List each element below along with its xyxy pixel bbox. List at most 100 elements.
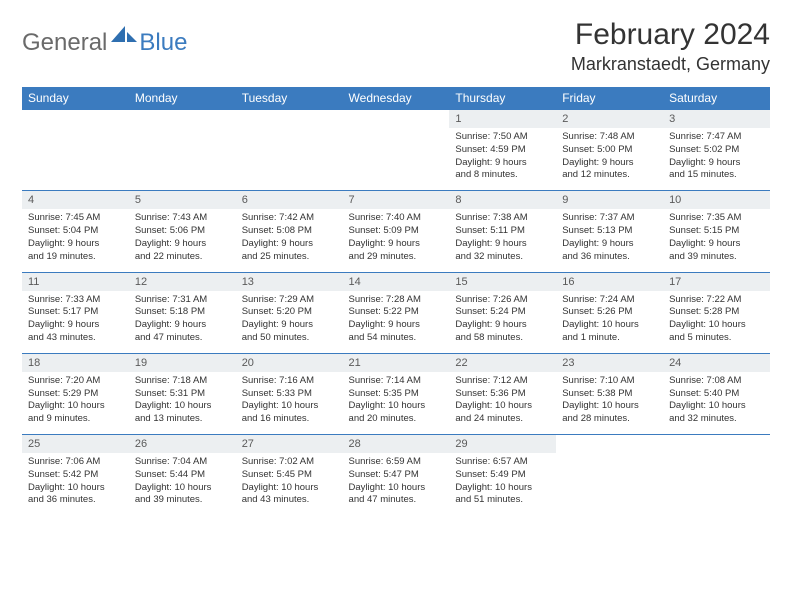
day-info-line: Daylight: 10 hours [562, 319, 657, 332]
day-info-line: Sunset: 5:28 PM [669, 306, 764, 319]
day-body: Sunrise: 7:26 AMSunset: 5:24 PMDaylight:… [449, 291, 556, 353]
day-cell [129, 110, 236, 191]
day-info-line: Sunrise: 7:35 AM [669, 212, 764, 225]
day-info-line: Daylight: 9 hours [135, 238, 230, 251]
day-info-line: Sunset: 5:29 PM [28, 388, 123, 401]
day-cell: 10Sunrise: 7:35 AMSunset: 5:15 PMDayligh… [663, 191, 770, 272]
day-info-line: Sunrise: 7:02 AM [242, 456, 337, 469]
day-info-line: Daylight: 9 hours [455, 319, 550, 332]
day-info-line: Sunrise: 7:43 AM [135, 212, 230, 225]
day-info-line: Sunrise: 7:50 AM [455, 131, 550, 144]
calendar-table: Sunday Monday Tuesday Wednesday Thursday… [22, 87, 770, 515]
day-info-line: Sunset: 5:06 PM [135, 225, 230, 238]
day-body: Sunrise: 7:38 AMSunset: 5:11 PMDaylight:… [449, 209, 556, 271]
day-number: 9 [556, 191, 663, 209]
day-info-line: Sunrise: 7:31 AM [135, 294, 230, 307]
location-label: Markranstaedt, Germany [571, 54, 770, 75]
day-info-line: and 15 minutes. [669, 169, 764, 182]
day-info-line: Daylight: 9 hours [349, 319, 444, 332]
day-info-line: Sunset: 5:40 PM [669, 388, 764, 401]
day-cell: 15Sunrise: 7:26 AMSunset: 5:24 PMDayligh… [449, 272, 556, 353]
day-cell [663, 435, 770, 516]
day-number: 20 [236, 354, 343, 372]
day-info-line: Sunrise: 7:22 AM [669, 294, 764, 307]
day-number: 11 [22, 273, 129, 291]
day-body: Sunrise: 7:24 AMSunset: 5:26 PMDaylight:… [556, 291, 663, 353]
day-body [343, 116, 450, 176]
day-body: Sunrise: 7:14 AMSunset: 5:35 PMDaylight:… [343, 372, 450, 434]
day-body: Sunrise: 7:43 AMSunset: 5:06 PMDaylight:… [129, 209, 236, 271]
day-info-line: Sunset: 5:00 PM [562, 144, 657, 157]
day-cell: 13Sunrise: 7:29 AMSunset: 5:20 PMDayligh… [236, 272, 343, 353]
day-cell: 17Sunrise: 7:22 AMSunset: 5:28 PMDayligh… [663, 272, 770, 353]
day-cell: 8Sunrise: 7:38 AMSunset: 5:11 PMDaylight… [449, 191, 556, 272]
day-cell: 14Sunrise: 7:28 AMSunset: 5:22 PMDayligh… [343, 272, 450, 353]
day-info-line: and 25 minutes. [242, 251, 337, 264]
week-row: 4Sunrise: 7:45 AMSunset: 5:04 PMDaylight… [22, 191, 770, 272]
calendar-body: 1Sunrise: 7:50 AMSunset: 4:59 PMDaylight… [22, 110, 770, 516]
day-number: 27 [236, 435, 343, 453]
month-title: February 2024 [571, 18, 770, 52]
day-info-line: and 50 minutes. [242, 332, 337, 345]
day-cell: 22Sunrise: 7:12 AMSunset: 5:36 PMDayligh… [449, 353, 556, 434]
day-info-line: and 58 minutes. [455, 332, 550, 345]
day-info-line: and 36 minutes. [562, 251, 657, 264]
day-info-line: Sunset: 5:33 PM [242, 388, 337, 401]
day-info-line: Sunset: 5:20 PM [242, 306, 337, 319]
day-info-line: Daylight: 9 hours [242, 319, 337, 332]
logo-sail-icon [111, 24, 137, 44]
day-cell: 6Sunrise: 7:42 AMSunset: 5:08 PMDaylight… [236, 191, 343, 272]
day-info-line: Sunset: 5:47 PM [349, 469, 444, 482]
calendar-page: General Blue February 2024 Markranstaedt… [0, 0, 792, 533]
day-header: Wednesday [343, 87, 450, 110]
day-number: 26 [129, 435, 236, 453]
day-number: 12 [129, 273, 236, 291]
day-info-line: and 43 minutes. [28, 332, 123, 345]
logo: General Blue [22, 24, 187, 62]
day-info-line: and 28 minutes. [562, 413, 657, 426]
day-body: Sunrise: 7:20 AMSunset: 5:29 PMDaylight:… [22, 372, 129, 434]
day-info-line: Sunrise: 7:48 AM [562, 131, 657, 144]
day-number: 2 [556, 110, 663, 128]
day-info-line: Sunrise: 7:18 AM [135, 375, 230, 388]
day-info-line: and 9 minutes. [28, 413, 123, 426]
day-number: 19 [129, 354, 236, 372]
day-number: 23 [556, 354, 663, 372]
day-info-line: Sunrise: 6:59 AM [349, 456, 444, 469]
day-info-line: Sunset: 5:26 PM [562, 306, 657, 319]
day-body: Sunrise: 7:35 AMSunset: 5:15 PMDaylight:… [663, 209, 770, 271]
day-info-line: Daylight: 9 hours [669, 157, 764, 170]
day-info-line: Daylight: 10 hours [135, 482, 230, 495]
day-body: Sunrise: 7:29 AMSunset: 5:20 PMDaylight:… [236, 291, 343, 353]
day-info-line: Daylight: 9 hours [28, 319, 123, 332]
day-cell: 9Sunrise: 7:37 AMSunset: 5:13 PMDaylight… [556, 191, 663, 272]
day-info-line: Daylight: 9 hours [669, 238, 764, 251]
day-info-line: Sunset: 5:02 PM [669, 144, 764, 157]
day-info-line: Daylight: 10 hours [349, 400, 444, 413]
day-info-line: and 29 minutes. [349, 251, 444, 264]
day-body: Sunrise: 7:42 AMSunset: 5:08 PMDaylight:… [236, 209, 343, 271]
day-info-line: Sunset: 5:35 PM [349, 388, 444, 401]
day-info-line: Sunset: 5:49 PM [455, 469, 550, 482]
day-info-line: Daylight: 10 hours [242, 400, 337, 413]
day-number: 17 [663, 273, 770, 291]
day-info-line: and 1 minute. [562, 332, 657, 345]
day-body: Sunrise: 7:47 AMSunset: 5:02 PMDaylight:… [663, 128, 770, 190]
day-cell: 29Sunrise: 6:57 AMSunset: 5:49 PMDayligh… [449, 435, 556, 516]
day-info-line: Daylight: 9 hours [562, 238, 657, 251]
day-info-line: Daylight: 9 hours [455, 157, 550, 170]
day-body: Sunrise: 7:48 AMSunset: 5:00 PMDaylight:… [556, 128, 663, 190]
day-info-line: Sunset: 5:38 PM [562, 388, 657, 401]
day-info-line: Sunrise: 7:08 AM [669, 375, 764, 388]
day-info-line: Sunset: 5:24 PM [455, 306, 550, 319]
day-info-line: and 12 minutes. [562, 169, 657, 182]
day-number: 10 [663, 191, 770, 209]
day-info-line: Sunset: 5:18 PM [135, 306, 230, 319]
day-body: Sunrise: 7:16 AMSunset: 5:33 PMDaylight:… [236, 372, 343, 434]
day-info-line: Daylight: 9 hours [242, 238, 337, 251]
day-number: 7 [343, 191, 450, 209]
day-number: 13 [236, 273, 343, 291]
day-header: Tuesday [236, 87, 343, 110]
week-row: 25Sunrise: 7:06 AMSunset: 5:42 PMDayligh… [22, 435, 770, 516]
day-number: 5 [129, 191, 236, 209]
